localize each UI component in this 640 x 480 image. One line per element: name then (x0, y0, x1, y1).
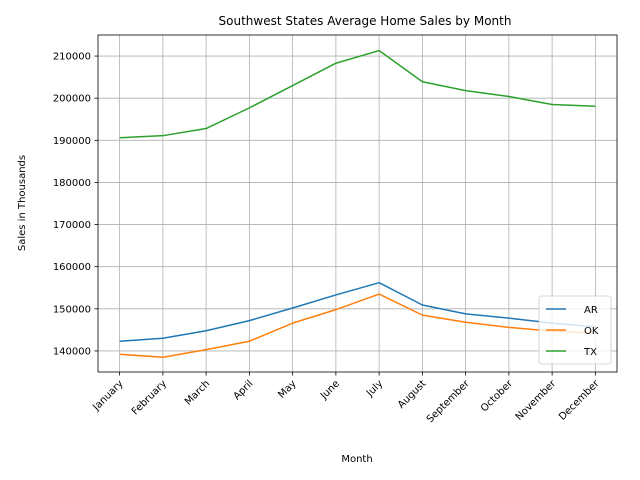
legend-label-tx: TX (583, 347, 597, 358)
y-tick-label: 210000 (53, 52, 91, 63)
series-lines (119, 49, 596, 359)
y-axis-label: Sales in Thousands (17, 155, 28, 251)
series-line-ar (119, 281, 596, 342)
legend-label-ar: AR (584, 305, 598, 316)
y-tick-label: 180000 (53, 178, 91, 189)
series-line-ok (119, 293, 596, 359)
chart-title: Southwest States Average Home Sales by M… (219, 14, 512, 28)
y-tick-label: 150000 (53, 304, 91, 315)
y-tick-label: 140000 (53, 346, 91, 357)
y-axis-ticks: 140000 150000 160000 170000 180000 190000 2000… (53, 52, 98, 357)
y-tick-label: 190000 (53, 136, 91, 147)
legend-box (538, 295, 612, 365)
y-tick-label: 170000 (53, 220, 91, 231)
y-tick-label: 200000 (53, 94, 91, 105)
legend-label-ok: OK (584, 326, 599, 337)
x-axis-label: Month (341, 454, 372, 465)
plot-frame (97, 34, 618, 373)
legend: AR OK TX (538, 295, 612, 365)
y-tick-label: 160000 (53, 262, 91, 273)
series-line-tx (119, 49, 596, 139)
